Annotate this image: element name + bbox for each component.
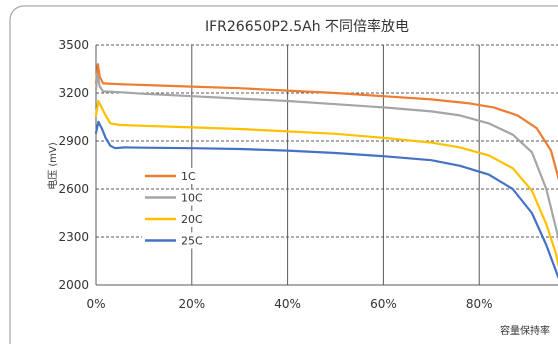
series-line bbox=[94, 63, 558, 181]
legend-label: 25C bbox=[181, 235, 203, 248]
y-tick-label: 2300 bbox=[58, 230, 89, 244]
legend-label: 20C bbox=[181, 213, 203, 226]
x-tick-label: 0% bbox=[86, 297, 105, 311]
chart-frame bbox=[9, 5, 558, 344]
y-axis-title: 电压 (mV) bbox=[46, 142, 59, 190]
chart-title: IFR26650P2.5Ah 不同倍率放电 bbox=[205, 18, 409, 35]
series-line bbox=[94, 120, 558, 279]
legend-label: 10C bbox=[181, 192, 203, 205]
x-tick-label: 40% bbox=[274, 297, 301, 311]
y-axis: 2000 2300 2600 2900 3200 3500 bbox=[58, 38, 89, 292]
series-line bbox=[94, 72, 558, 242]
x-axis-title: 容量保持率 bbox=[500, 324, 550, 337]
x-tick-label: 80% bbox=[466, 297, 493, 311]
series-line bbox=[94, 99, 558, 268]
x-tick-label: 20% bbox=[178, 297, 205, 311]
y-tick-label: 2600 bbox=[58, 182, 89, 196]
x-tick-label: 60% bbox=[370, 297, 397, 311]
legend-label: 1C bbox=[181, 170, 196, 183]
y-tick-label: 2900 bbox=[58, 134, 89, 148]
y-tick-label: 3500 bbox=[58, 38, 89, 52]
y-tick-label: 2000 bbox=[58, 278, 89, 292]
x-axis: 0%20%40%60%80%100% bbox=[86, 297, 558, 311]
y-tick-label: 3200 bbox=[58, 86, 89, 100]
legend: 1C 10C 20C 25C bbox=[142, 168, 206, 249]
series-lines bbox=[94, 63, 558, 279]
